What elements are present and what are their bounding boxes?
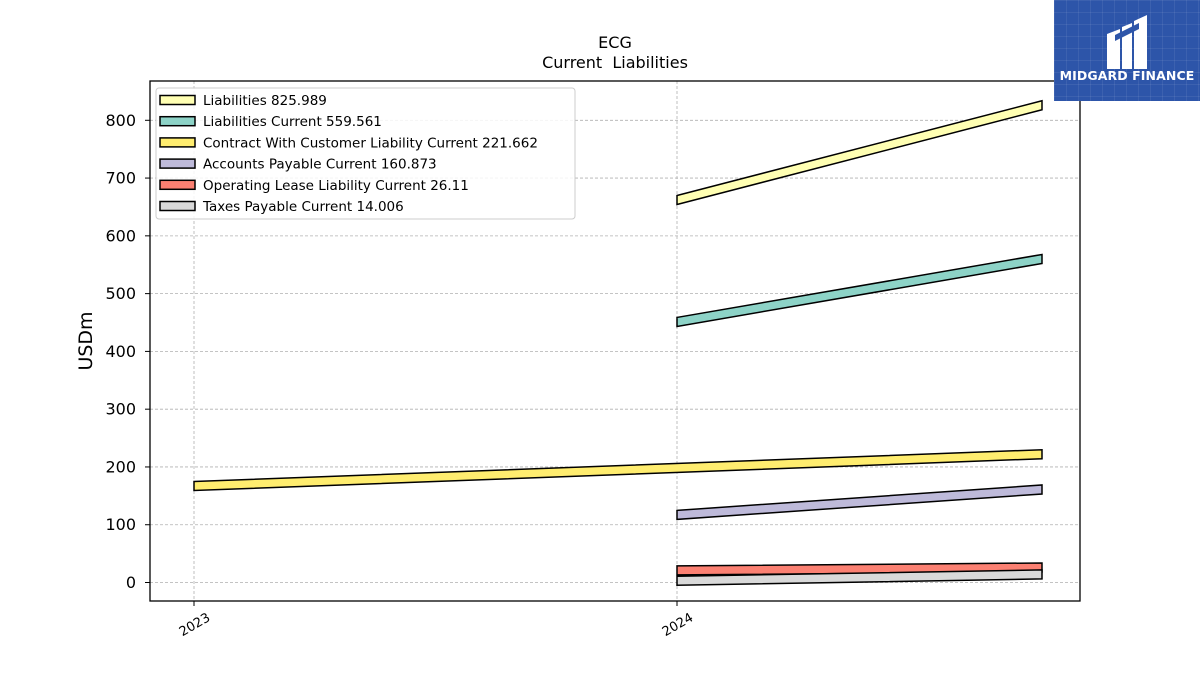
legend-name: Accounts Payable Current — [203, 157, 377, 173]
y-tick-label: 100 — [105, 515, 136, 534]
legend-name: Operating Lease Liability Current — [203, 178, 426, 194]
legend-name: Liabilities Current — [203, 114, 322, 130]
y-tick-label: 500 — [105, 284, 136, 303]
y-tick-label: 300 — [105, 400, 136, 419]
y-tick-label: 800 — [105, 111, 136, 130]
y-tick-label: 0 — [126, 573, 136, 592]
y-tick-label: 400 — [105, 342, 136, 361]
legend-swatch — [159, 179, 196, 191]
y-axis-label: USDm — [75, 311, 97, 370]
series-line — [676, 569, 1043, 587]
series-line — [676, 253, 1043, 328]
x-tick-label: 2024 — [660, 610, 696, 640]
logo-text: MIDGARD FINANCE — [1059, 68, 1195, 83]
legend-frame — [155, 87, 576, 220]
legend: Liabilities 825.989 Liabilities Current 5… — [155, 87, 576, 220]
legend-swatch — [159, 115, 196, 127]
legend-entry: Liabilities Current 559.561 — [203, 114, 382, 130]
plot-frame — [149, 80, 1081, 602]
chart-title: ECG — [598, 33, 632, 52]
legend-value: 160.873 — [377, 157, 437, 173]
grid — [150, 81, 1080, 601]
series-line — [676, 484, 1043, 521]
legend-swatch — [159, 94, 196, 106]
chart-subtitle: Current Liabilities — [542, 53, 688, 72]
x-tick-label: 2023 — [177, 610, 213, 640]
legend-value: 559.561 — [322, 114, 382, 130]
series-layer — [193, 99, 1043, 587]
legend-entry: Accounts Payable Current 160.873 — [203, 157, 437, 173]
legend-name: Taxes Payable Current — [202, 199, 352, 215]
legend-entry: Taxes Payable Current 14.006 — [202, 199, 404, 215]
legend-value: 14.006 — [352, 199, 404, 215]
legend-name: Liabilities — [203, 93, 267, 109]
axes: 0 100 200 300 400 500 600 700 800 2023 2024 — [105, 111, 696, 640]
legend-name: Contract With Customer Liability Current — [203, 135, 478, 151]
series-line — [193, 448, 1043, 492]
y-tick-label: 600 — [105, 226, 136, 245]
legend-value: 26.11 — [426, 178, 469, 194]
legend-entry: Operating Lease Liability Current 26.11 — [203, 178, 469, 194]
midgard-finance-logo: MIDGARD FINANCE — [1054, 0, 1200, 101]
series-line — [676, 99, 1043, 206]
legend-entry: Liabilities 825.989 — [203, 93, 327, 109]
legend-swatch — [159, 137, 196, 148]
legend-value: 221.662 — [478, 135, 538, 151]
y-tick-label: 200 — [105, 457, 136, 476]
y-tick-label: 700 — [105, 169, 136, 188]
midgard-logo-icon — [1107, 15, 1147, 69]
legend-swatch — [159, 200, 196, 212]
legend-entry: Contract With Customer Liability Current… — [203, 135, 538, 151]
legend-swatch — [159, 158, 196, 169]
legend-value: 825.989 — [267, 93, 327, 109]
